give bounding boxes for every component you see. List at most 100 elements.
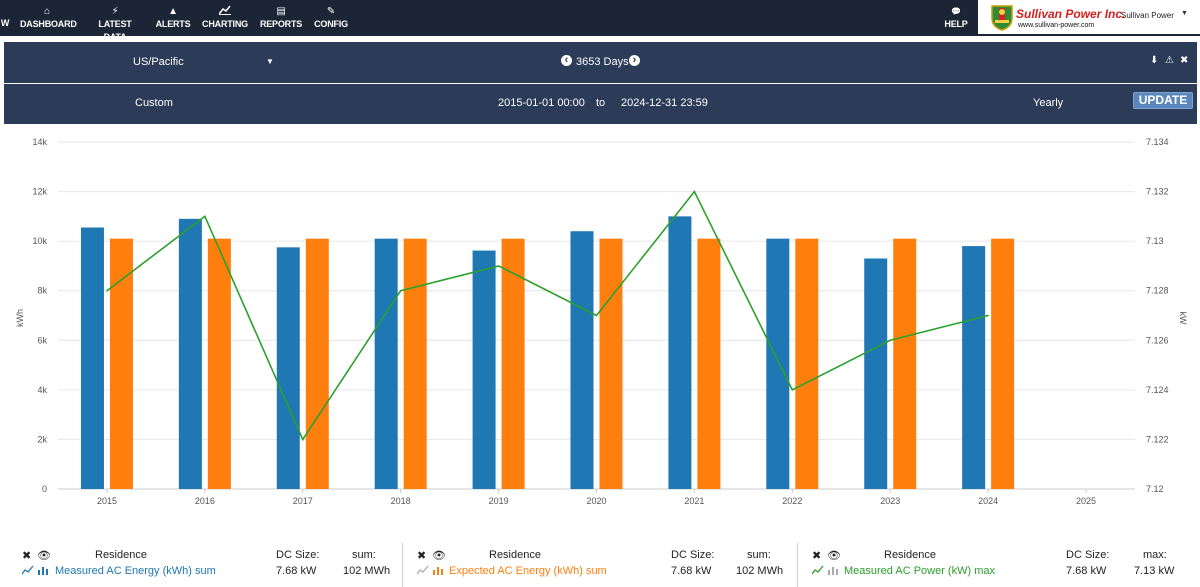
bar-chart-icon	[432, 565, 444, 578]
bar-chart-icon	[37, 565, 49, 578]
brand-title: Sullivan Power Inc.	[1016, 7, 1126, 21]
range-label: 3653 Days	[576, 56, 629, 68]
bar-measured	[276, 247, 300, 489]
y-left-tick-label: 10k	[32, 236, 47, 246]
y-left-tick-label: 14k	[32, 137, 47, 147]
bar-measured	[570, 231, 594, 489]
document-icon: ▤	[276, 6, 286, 17]
legend-agg-value: 102 MWh	[736, 565, 784, 577]
x-tick-label: 2018	[391, 496, 411, 506]
eye-icon[interactable]: 👁	[432, 550, 446, 562]
x-tick-label: 2015	[97, 496, 117, 506]
chart-controls-bottom: Custom 2015-01-01 00:00 to 2024-12-31 23…	[4, 84, 1197, 124]
legend-series-name[interactable]: Measured AC Power (kW) max	[844, 565, 995, 577]
x-tick-label: 2023	[880, 496, 900, 506]
update-button[interactable]: UPDATE	[1133, 92, 1193, 109]
bar-expected	[109, 238, 133, 489]
bar-measured	[178, 218, 202, 489]
timezone-select[interactable]: US/Pacific	[133, 56, 184, 68]
previous-range-icon[interactable]: ‹	[561, 55, 572, 66]
nav-item-help[interactable]: 💬 HELP	[940, 5, 972, 31]
start-date-input[interactable]: 2015-01-01 00:00	[498, 97, 585, 109]
nav-item-config[interactable]: ✎ CONFIG	[312, 5, 350, 31]
bar-expected	[795, 238, 819, 489]
bar-measured	[374, 238, 398, 489]
warning-icon[interactable]: ⚠	[1165, 55, 1174, 66]
nav-item-partial[interactable]: W	[0, 18, 10, 28]
nav-item-charting[interactable]: CHARTING	[201, 5, 249, 31]
x-tick-label: 2016	[195, 496, 215, 506]
user-menu[interactable]: Sullivan Power	[1121, 11, 1174, 20]
bar-expected	[207, 238, 231, 489]
eye-icon[interactable]: 👁	[37, 550, 51, 562]
chart-icon	[201, 5, 249, 18]
bar-measured	[80, 227, 104, 489]
close-icon[interactable]: ✖	[1180, 55, 1189, 66]
warning-icon: ▲	[168, 6, 178, 17]
nav-item-alerts[interactable]: ▲ ALERTS	[155, 6, 191, 29]
download-icon[interactable]: ⬇	[1150, 55, 1159, 66]
x-tick-label: 2020	[586, 496, 606, 506]
legend-dc-label: DC Size:	[1066, 549, 1110, 561]
chevron-down-icon[interactable]: ▼	[1181, 10, 1188, 17]
bar-expected	[403, 238, 427, 489]
x-tick-label: 2017	[293, 496, 313, 506]
y-axis-right-label: kW	[1178, 312, 1188, 326]
y-right-tick-label: 7.13	[1146, 236, 1164, 246]
y-right-tick-label: 7.126	[1146, 335, 1169, 345]
chevron-down-icon[interactable]: ▼	[266, 57, 274, 66]
nav-item-dashboard[interactable]: ⌂ DASHBOARD	[20, 6, 77, 29]
power-point	[595, 314, 598, 317]
legend-series-name[interactable]: Measured AC Energy (kWh) sum	[55, 565, 216, 577]
bar-expected	[501, 238, 525, 489]
x-tick-label: 2024	[978, 496, 998, 506]
legend-series-name[interactable]: Expected AC Energy (kWh) sum	[449, 565, 607, 577]
power-point	[204, 215, 206, 218]
interval-select[interactable]: Yearly	[1033, 97, 1064, 109]
bar-measured	[766, 238, 790, 489]
end-date-input[interactable]: 2024-12-31 23:59	[621, 97, 708, 109]
y-right-tick-label: 7.122	[1146, 434, 1169, 444]
legend-site: Residence	[489, 549, 541, 561]
next-range-icon[interactable]: ›	[629, 55, 640, 66]
edit-icon: ✎	[326, 6, 336, 17]
bar-expected	[305, 238, 329, 489]
y-right-tick-label: 7.132	[1146, 187, 1169, 197]
x-tick-label: 2019	[489, 496, 509, 506]
nav-item-latest-data[interactable]: ⚡ LATEST DATA	[86, 5, 144, 42]
legend-dc-label: DC Size:	[276, 549, 320, 561]
close-icon[interactable]: ✖	[417, 550, 427, 562]
legend-dc-value: 7.68 kW	[1066, 565, 1107, 577]
eye-icon[interactable]: 👁	[827, 550, 841, 562]
lightning-icon: ⚡	[111, 6, 119, 17]
line-chart-icon	[21, 565, 34, 578]
bar-measured	[864, 258, 888, 489]
legend-site: Residence	[884, 549, 936, 561]
x-tick-label: 2025	[1076, 496, 1096, 506]
power-point	[693, 190, 696, 193]
x-tick-label: 2022	[782, 496, 802, 506]
power-line	[106, 190, 989, 442]
brand-area: Sullivan Power Inc. www.sullivan-power.c…	[978, 0, 1200, 34]
energy-chart: 0 7.12 2k 7.122 4k 7.124 6k 7.126 8k 7.128 10k 7.13…	[15, 137, 1188, 506]
y-right-tick-label: 7.134	[1146, 137, 1169, 147]
nav-item-reports[interactable]: ▤ REPORTS	[259, 6, 303, 29]
y-axis-left-label: kWh	[15, 309, 25, 327]
power-point	[987, 314, 989, 317]
legend-dc-value: 7.68 kW	[671, 565, 712, 577]
legend-agg-label: sum:	[352, 549, 376, 561]
legend-dc-label: DC Size:	[671, 549, 715, 561]
y-left-tick-label: 8k	[37, 286, 47, 296]
close-icon[interactable]: ✖	[22, 550, 32, 562]
y-left-tick-label: 0	[42, 484, 47, 494]
legend-agg-label: max:	[1143, 549, 1167, 561]
range-mode-select[interactable]: Custom	[135, 97, 173, 109]
legend-agg-value: 102 MWh	[343, 565, 391, 577]
legend-divider	[797, 543, 798, 587]
bar-expected	[599, 238, 623, 489]
bar-expected	[697, 238, 721, 489]
close-icon[interactable]: ✖	[812, 550, 822, 562]
power-point	[497, 265, 500, 267]
bar-measured	[472, 250, 496, 489]
chat-bubble-icon: 💬	[951, 7, 961, 16]
